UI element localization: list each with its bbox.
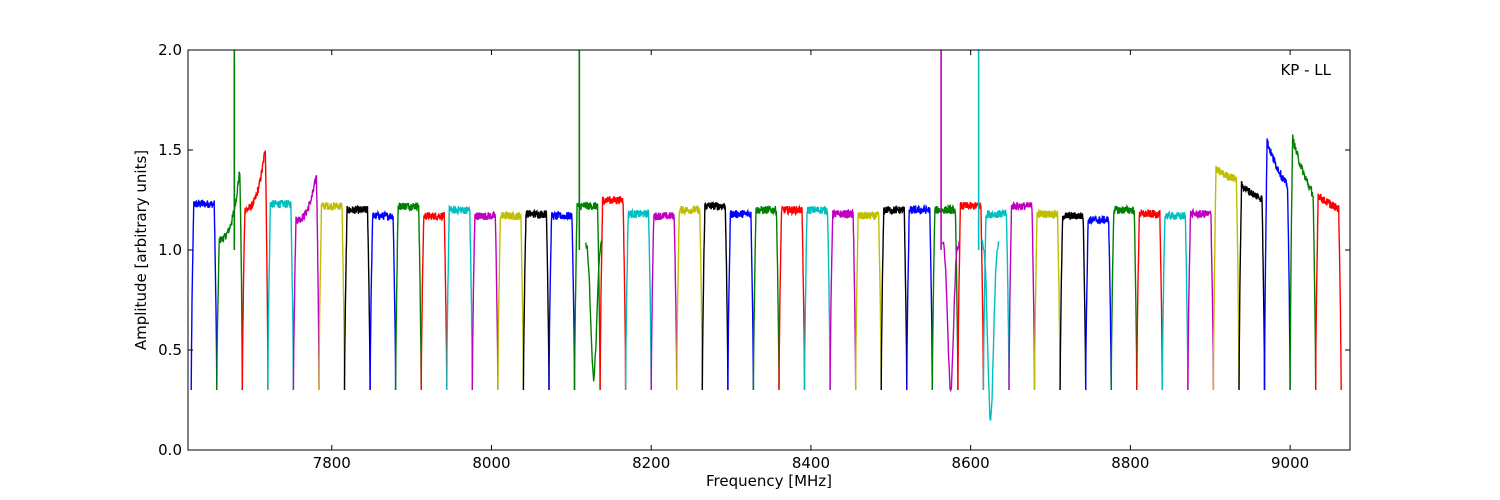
channel-trace <box>548 210 576 391</box>
channel-trace <box>318 201 346 391</box>
channel-trace <box>1033 208 1061 391</box>
rfi-dip-trace <box>584 238 603 382</box>
channel-trace <box>599 195 627 391</box>
channel-trace <box>394 202 422 391</box>
channel-trace <box>855 210 882 391</box>
x-axis-label: Frequency [MHz] <box>706 472 832 490</box>
channel-trace <box>1263 138 1291 391</box>
channel-trace <box>650 211 678 391</box>
channel-trace <box>1110 203 1138 391</box>
spectrum-series <box>190 50 1342 421</box>
x-tick-label: 8000 <box>472 454 510 472</box>
channel-trace <box>880 205 908 391</box>
channel-trace <box>778 204 806 391</box>
channel-trace <box>446 204 473 391</box>
channel-trace <box>1212 165 1240 391</box>
y-axis-ticks: 0.0 0.5 1.0 1.5 2.0 <box>158 41 1350 459</box>
channel-trace <box>522 208 550 391</box>
channel-trace <box>1315 193 1342 391</box>
channel-trace <box>420 211 448 391</box>
rfi-dip-trace <box>981 239 1000 421</box>
channel-trace <box>931 203 959 391</box>
channel-trace <box>906 203 933 391</box>
x-tick-label: 9000 <box>1271 454 1309 472</box>
x-tick-label: 8800 <box>1111 454 1149 472</box>
channel-trace <box>190 199 218 391</box>
channel-trace <box>1289 134 1317 391</box>
channel-trace <box>803 205 831 391</box>
y-tick-label: 0.5 <box>158 341 182 359</box>
channel-trace <box>1085 214 1112 391</box>
channel-trace <box>216 171 243 391</box>
x-tick-label: 8400 <box>792 454 830 472</box>
x-tick-label: 8600 <box>952 454 990 472</box>
channel-trace <box>497 210 525 391</box>
channel-trace <box>1238 180 1266 391</box>
channel-trace <box>752 204 780 391</box>
channel-trace <box>624 207 652 391</box>
channel-trace <box>292 175 320 391</box>
channel-trace <box>267 199 295 391</box>
channel-trace <box>1008 201 1036 391</box>
channel-trace <box>1187 207 1215 391</box>
rfi-dip-trace <box>942 240 960 393</box>
channel-trace <box>701 201 729 391</box>
y-axis-label: Amplitude [arbitrary units] <box>132 150 150 350</box>
channel-trace <box>343 204 371 391</box>
y-tick-label: 1.0 <box>158 241 182 259</box>
channel-trace <box>727 208 755 391</box>
channel-trace <box>676 204 703 391</box>
x-axis-ticks: 7800 8000 8200 8400 8600 8800 9000 <box>313 50 1309 472</box>
channel-trace <box>1136 208 1163 391</box>
x-tick-label: 8200 <box>632 454 670 472</box>
channel-trace <box>1059 211 1087 391</box>
channel-trace <box>982 208 1010 391</box>
y-tick-label: 1.5 <box>158 141 182 159</box>
y-tick-label: 0.0 <box>158 441 182 459</box>
channel-trace <box>1161 210 1189 391</box>
channel-trace <box>471 210 499 391</box>
channel-trace <box>829 208 857 391</box>
channel-trace <box>241 150 269 391</box>
baseline-annotation: KP - LL <box>1280 61 1331 79</box>
y-tick-label: 2.0 <box>158 41 182 59</box>
x-tick-label: 7800 <box>313 454 351 472</box>
channel-trace <box>369 209 397 391</box>
